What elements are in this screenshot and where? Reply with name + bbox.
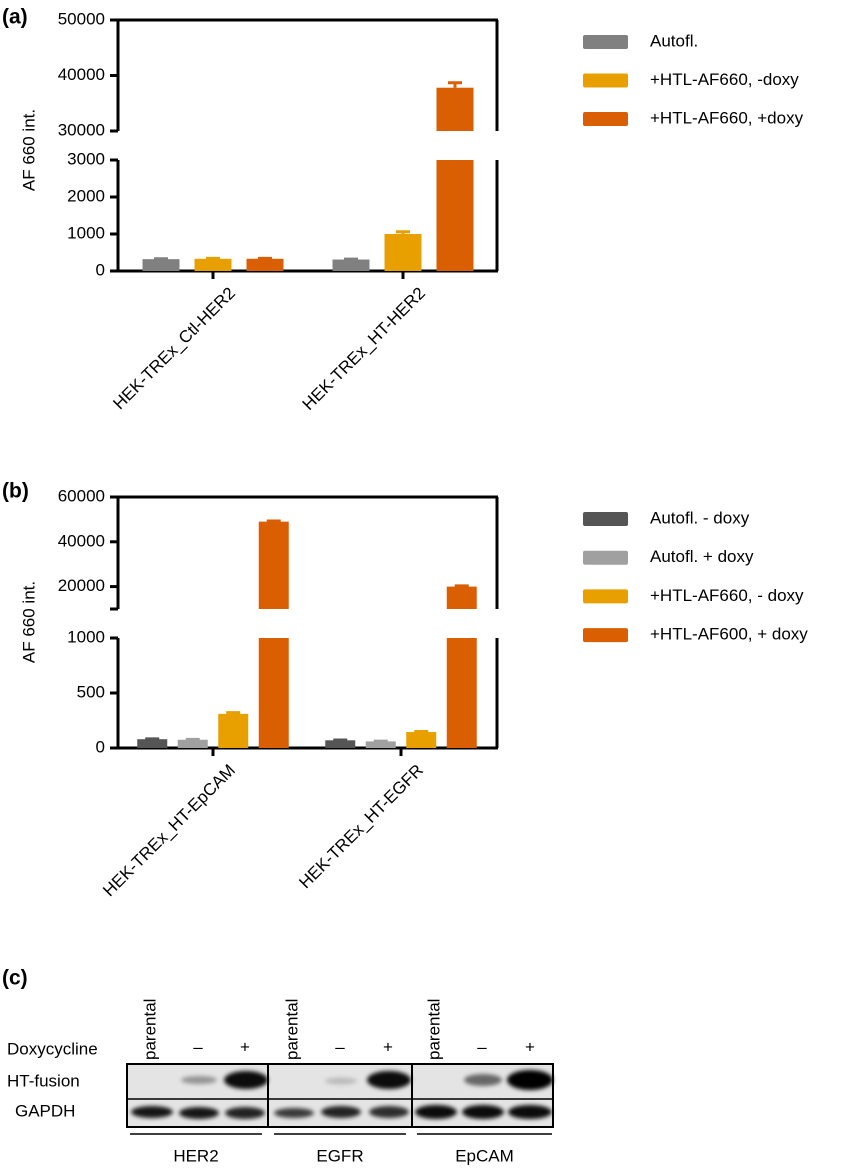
legend-swatch [583, 551, 628, 565]
legend-label: +HTL-AF660, -doxy [650, 70, 799, 89]
y-tick-label: 20000 [58, 576, 105, 595]
panel-label: (a) [2, 6, 28, 29]
y-tick-label: 60000 [58, 486, 105, 505]
figure: (c) Doxycycline HT-fusion GAPDH (a) AF 66… [0, 0, 842, 1169]
error-bar [396, 232, 410, 234]
lane-label: – [335, 1037, 345, 1056]
lane-label: parental [282, 999, 301, 1060]
bar [333, 260, 370, 271]
bar [143, 259, 180, 271]
bar [385, 234, 422, 271]
y-tick-label: 40000 [58, 531, 105, 550]
row-label: Doxycycline [7, 1039, 98, 1058]
y-tick-label: 2000 [67, 186, 105, 205]
legend-label: +HTL-AF600, + doxy [650, 625, 808, 644]
bar [137, 739, 167, 748]
y-tick-label: 0 [96, 737, 105, 756]
panel-label: (b) [2, 480, 29, 503]
group-label: EpCAM [455, 1146, 514, 1165]
y-tick-label: 1000 [67, 627, 105, 646]
legend-label: Autofl. - doxy [650, 508, 750, 527]
error-bar [455, 586, 469, 587]
legend-label: Autofl. [650, 31, 698, 50]
legend-swatch [583, 589, 628, 603]
bar [259, 522, 289, 609]
row-label: HT-fusion [7, 1071, 80, 1090]
bar [247, 259, 284, 271]
legend-swatch [583, 512, 628, 526]
lane-label: parental [140, 999, 159, 1060]
legend-label: +HTL-AF660, - doxy [650, 586, 804, 605]
y-tick-label: 30000 [58, 120, 105, 139]
bar [447, 638, 477, 748]
error-bar [226, 713, 240, 714]
legend-swatch [583, 74, 628, 88]
lane-label: + [240, 1037, 250, 1056]
y-axis-label: AF 660 int. [19, 581, 38, 663]
bar [178, 740, 208, 748]
error-bar [448, 83, 462, 88]
group-label: EGFR [316, 1146, 363, 1165]
x-tick-label: HEK-TREx_HT-EpCAM [99, 761, 239, 901]
lane-label: + [525, 1037, 535, 1056]
x-tick-label: HEK-TREx_Ctl-HER2 [109, 284, 239, 414]
bar [195, 259, 232, 271]
lane-label: + [383, 1037, 393, 1056]
y-tick-label: 0 [96, 260, 105, 279]
x-tick-label: HEK-TREx_HT-HER2 [299, 284, 429, 414]
y-tick-label: 50000 [58, 9, 105, 28]
y-tick-label: 500 [77, 682, 105, 701]
group-label: HER2 [173, 1146, 218, 1165]
bar [447, 587, 477, 609]
panel-label: (c) [2, 967, 28, 990]
legend-swatch [583, 628, 628, 642]
row-label: GAPDH [15, 1101, 75, 1120]
legend-swatch [583, 112, 628, 126]
lane-label: – [477, 1037, 487, 1056]
bar [218, 714, 248, 748]
lane-label: – [193, 1037, 203, 1056]
bar [406, 732, 436, 748]
error-bar [267, 521, 281, 522]
y-tick-label: 40000 [58, 65, 105, 84]
y-tick-label: 3000 [67, 149, 105, 168]
y-tick-label: 1000 [67, 223, 105, 242]
legend-label: +HTL-AF660, +doxy [650, 108, 804, 127]
y-axis-label: AF 660 int. [19, 109, 38, 191]
legend-swatch [583, 35, 628, 49]
lane-label: parental [424, 999, 443, 1060]
x-tick-label: HEK-TREx_HT-EGFR [295, 761, 427, 893]
bar [259, 638, 289, 748]
bar [437, 160, 474, 271]
bar [437, 88, 474, 131]
western-blot: (c) Doxycycline HT-fusion GAPDH [2, 967, 553, 1127]
legend-label: Autofl. + doxy [650, 547, 754, 566]
error-bar [414, 732, 428, 733]
